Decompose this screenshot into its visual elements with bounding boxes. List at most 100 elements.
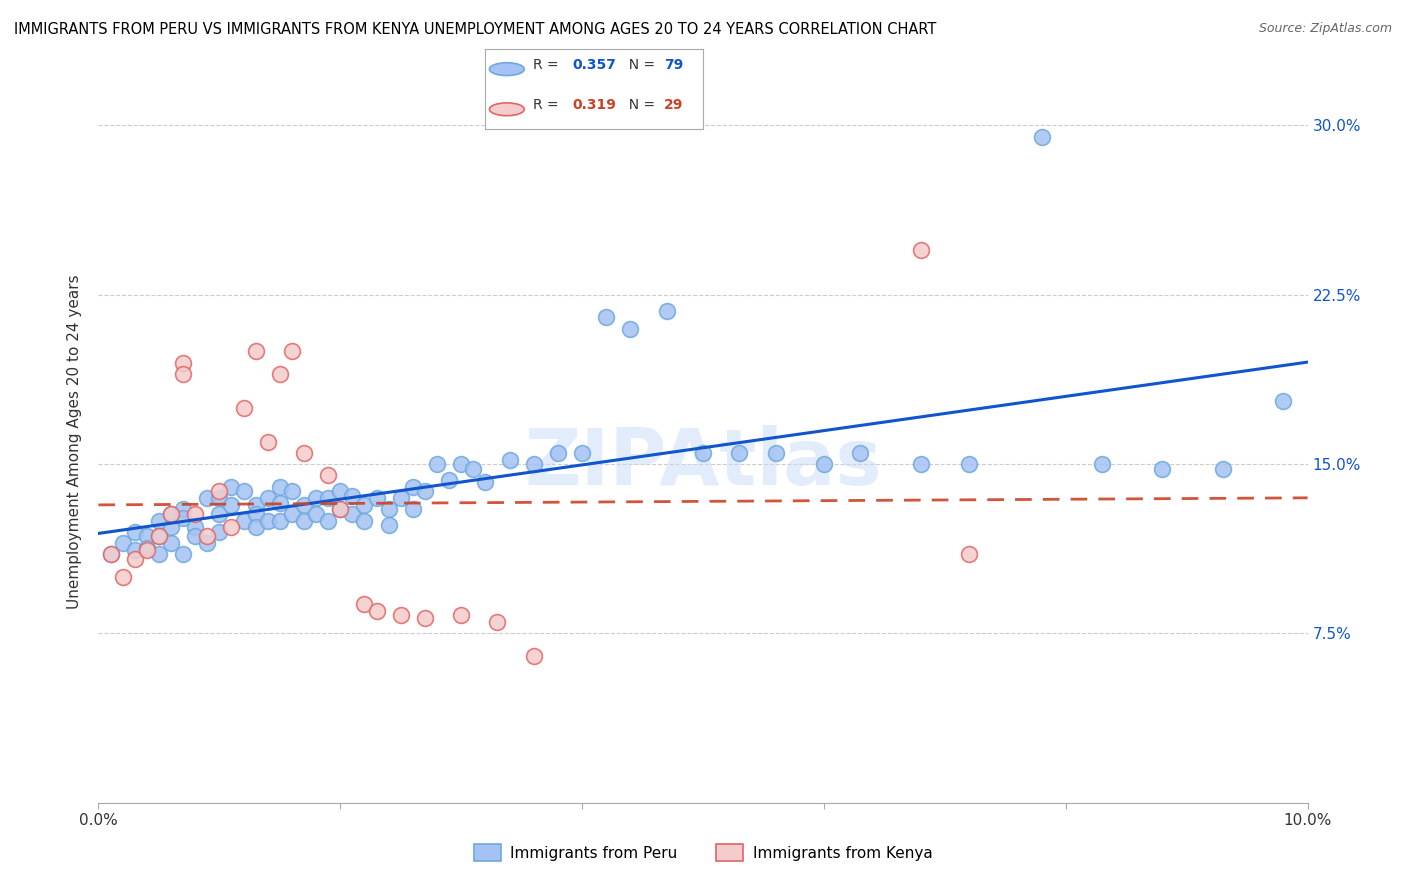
Point <box>523 648 546 663</box>
Point <box>135 541 157 555</box>
Point <box>124 552 146 566</box>
Text: 0.357: 0.357 <box>572 58 616 71</box>
Point <box>366 604 388 618</box>
Point <box>498 452 520 467</box>
Point <box>366 491 388 505</box>
Text: Source: ZipAtlas.com: Source: ZipAtlas.com <box>1258 22 1392 36</box>
Point <box>1272 393 1295 408</box>
Point <box>148 529 170 543</box>
Point <box>245 344 267 359</box>
Point <box>765 446 787 460</box>
Point <box>111 570 134 584</box>
Point <box>292 498 315 512</box>
Point <box>184 507 207 521</box>
Point <box>342 507 364 521</box>
Point <box>124 542 146 557</box>
Point <box>389 608 412 623</box>
Point <box>208 491 231 505</box>
Point <box>547 446 569 460</box>
Point <box>256 514 278 528</box>
Legend: Immigrants from Peru, Immigrants from Kenya: Immigrants from Peru, Immigrants from Ke… <box>468 838 938 867</box>
Point <box>1091 457 1114 471</box>
Point <box>160 520 183 534</box>
Text: N =: N = <box>620 98 659 112</box>
Point <box>160 536 183 550</box>
Point <box>269 367 291 381</box>
Point <box>195 529 218 543</box>
Point <box>426 457 449 471</box>
Point <box>232 484 254 499</box>
Point <box>281 507 304 521</box>
Point <box>269 495 291 509</box>
Point <box>655 303 678 318</box>
Point <box>1031 129 1053 144</box>
Point <box>353 597 375 611</box>
Point <box>281 344 304 359</box>
Text: N =: N = <box>620 58 659 71</box>
Point <box>353 514 375 528</box>
Point <box>172 502 194 516</box>
Text: 79: 79 <box>664 58 683 71</box>
Point <box>353 498 375 512</box>
Point <box>595 310 617 325</box>
Point <box>389 491 412 505</box>
Point <box>329 502 352 516</box>
Point <box>910 457 932 471</box>
Point <box>111 536 134 550</box>
Point <box>208 484 231 499</box>
Point <box>245 498 267 512</box>
Point <box>402 502 425 516</box>
Point <box>172 548 194 562</box>
Point <box>619 321 641 335</box>
Point <box>1152 461 1174 475</box>
Point <box>305 491 328 505</box>
Point <box>221 520 243 534</box>
Point <box>957 548 980 562</box>
Point <box>292 514 315 528</box>
Point <box>437 473 460 487</box>
Point <box>245 520 267 534</box>
Point <box>221 480 243 494</box>
Point <box>208 524 231 539</box>
Point <box>377 502 399 516</box>
Point <box>232 401 254 415</box>
Point <box>124 524 146 539</box>
Point <box>281 484 304 499</box>
Point <box>172 367 194 381</box>
Text: 29: 29 <box>664 98 683 112</box>
Point <box>100 548 122 562</box>
Point <box>849 446 872 460</box>
Point <box>813 457 835 471</box>
Point <box>256 434 278 449</box>
Point <box>195 536 218 550</box>
Text: ZIPAtlas: ZIPAtlas <box>524 425 882 501</box>
Point <box>172 355 194 369</box>
Y-axis label: Unemployment Among Ages 20 to 24 years: Unemployment Among Ages 20 to 24 years <box>67 274 83 609</box>
Point <box>245 507 267 521</box>
Point <box>413 610 436 624</box>
Point <box>208 507 231 521</box>
Circle shape <box>489 103 524 116</box>
Point <box>160 507 183 521</box>
Point <box>523 457 546 471</box>
Point <box>692 446 714 460</box>
Point <box>221 498 243 512</box>
Point <box>342 489 364 503</box>
Point <box>292 446 315 460</box>
Point <box>316 491 339 505</box>
Point <box>269 480 291 494</box>
Point <box>160 507 183 521</box>
Point <box>135 542 157 557</box>
Point <box>1212 461 1234 475</box>
Text: R =: R = <box>533 98 562 112</box>
Point <box>100 548 122 562</box>
Point <box>329 484 352 499</box>
Point <box>316 514 339 528</box>
Point <box>474 475 496 490</box>
Point <box>148 514 170 528</box>
Point <box>148 548 170 562</box>
Point <box>329 502 352 516</box>
Point <box>413 484 436 499</box>
Point <box>232 514 254 528</box>
Point <box>316 468 339 483</box>
